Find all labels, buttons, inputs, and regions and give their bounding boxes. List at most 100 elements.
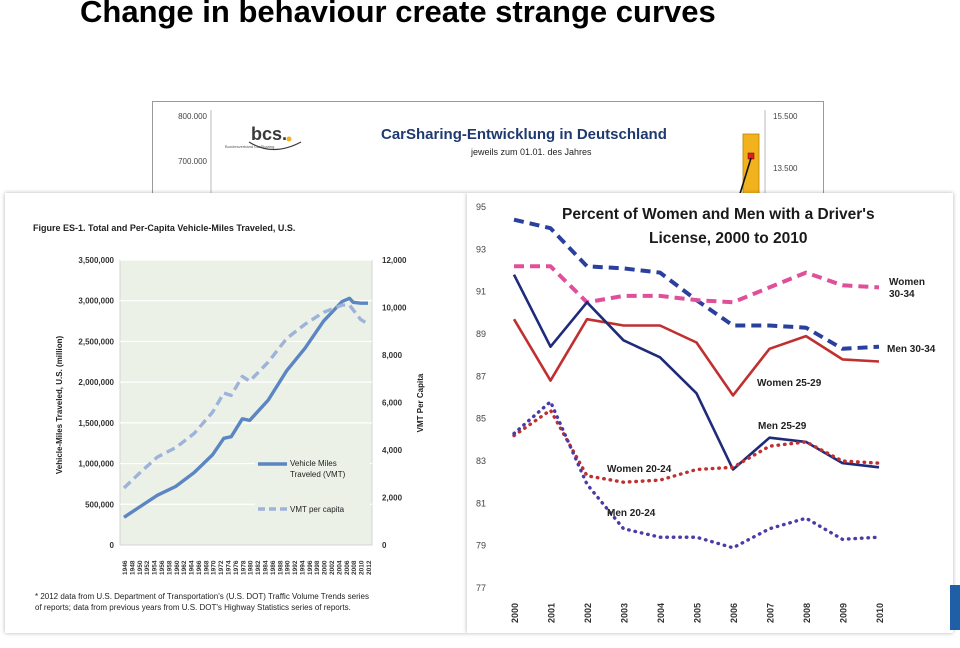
license-y-tick-label: 93 — [476, 244, 486, 254]
license-x-tick-label: 2010 — [875, 603, 885, 623]
license-y-tick-label: 79 — [476, 541, 486, 551]
vmt-x-tick-label: 2008 — [351, 560, 358, 575]
carsharing-subtitle: jeweils zum 01.01. des Jahres — [470, 147, 592, 157]
license-y-tick-label: 85 — [476, 414, 486, 424]
license-y-tick-label: 81 — [476, 498, 486, 508]
vmt-x-tick-label: 1998 — [314, 560, 321, 575]
license-series-lines — [512, 217, 881, 550]
license-x-tick-label: 2006 — [729, 603, 739, 623]
bcs-logo-dot — [286, 136, 292, 142]
label-women-30-34-line2: 30-34 — [889, 289, 915, 300]
vmt-right-tick-label: 0 — [382, 541, 387, 550]
license-chart-title-line2: License, 2000 to 2010 — [649, 230, 808, 247]
vmt-right-tick-label: 4,000 — [382, 446, 403, 455]
license-x-tick-label: 2001 — [547, 603, 557, 623]
vmt-y-tick-label: 2,500,000 — [78, 337, 114, 346]
license-x-tick-label: 2009 — [839, 603, 849, 623]
label-men-25-29: Men 25-29 — [758, 421, 807, 432]
slide-title: Change in behaviour create strange curve… — [80, 0, 716, 29]
label-men-30-34: Men 30-34 — [887, 344, 936, 355]
vmt-x-tick-label: 1954 — [152, 560, 159, 575]
series-line-women-30-34 — [514, 264, 880, 305]
vmt-footnote-line1: * 2012 data from U.S. Department of Tran… — [35, 592, 369, 601]
vmt-x-tick-label: 2006 — [344, 560, 351, 575]
carsharing-chart-svg: 800.000 700.000 15.500 13.500 bcs. Bunde… — [178, 110, 798, 202]
vmt-x-tick-label: 1988 — [277, 560, 284, 575]
vmt-x-ticks: 1946 1948 1950 1952 1954 1956 1958 1960 1962 1964… — [122, 560, 373, 575]
license-x-tick-label: 2008 — [802, 603, 812, 623]
vmt-grid — [120, 259, 372, 505]
vmt-y-axis-label: Vehicle-Miles Traveled, U.S. (million) — [55, 336, 64, 475]
license-x-tick-label: 2004 — [656, 603, 666, 623]
bcs-logo-text: bcs. — [251, 124, 287, 144]
vmt-y-tick-label: 3,000,000 — [78, 297, 114, 306]
vmt-right-axis-label: VMT Per Capita — [416, 373, 425, 432]
license-y-tick-label: 87 — [476, 371, 486, 381]
license-y-tick-label: 83 — [476, 456, 486, 466]
vmt-x-tick-label: 1990 — [285, 560, 292, 575]
carsharing-title: CarSharing-Entwicklung in Deutschland — [381, 126, 667, 143]
vmt-x-tick-label: 2000 — [322, 560, 329, 575]
vmt-x-tick-label: 1986 — [270, 560, 277, 575]
vmt-x-tick-label: 1948 — [129, 560, 136, 575]
label-women-30-34-line1: Women — [889, 277, 925, 288]
series-line-women-25-29 — [512, 317, 880, 397]
vmt-y-tick-label: 1,000,000 — [78, 460, 114, 469]
vmt-right-tick-label: 12,000 — [382, 256, 407, 265]
license-x-tick-label: 2002 — [583, 603, 593, 623]
vmt-x-tick-label: 1992 — [292, 560, 299, 575]
vmt-chart-panel: Figure ES-1. Total and Per-Capita Vehicl… — [5, 193, 467, 633]
carsharing-y-tick: 700.000 — [178, 157, 207, 166]
license-y-tick-label: 91 — [476, 287, 486, 297]
vmt-x-tick-label: 1968 — [203, 560, 210, 575]
vmt-y-tick-label: 500,000 — [85, 500, 114, 509]
vmt-x-tick-label: 1994 — [299, 560, 306, 575]
vmt-x-tick-label: 2012 — [366, 560, 373, 575]
license-chart-panel: Percent of Women and Men with a Driver's… — [467, 193, 953, 633]
vmt-x-tick-label: 1972 — [218, 560, 225, 575]
license-chart-svg: Percent of Women and Men with a Driver's… — [476, 202, 936, 623]
carsharing-chart-panel: 800.000 700.000 15.500 13.500 bcs. Bunde… — [152, 101, 824, 203]
bcs-logo-swoosh — [248, 141, 302, 151]
vmt-right-tick-label: 10,000 — [382, 304, 407, 313]
license-y-tick-label: 77 — [476, 583, 486, 593]
vmt-legend-label-line1: Vehicle Miles — [290, 459, 337, 468]
vmt-right-tick-label: 6,000 — [382, 399, 403, 408]
license-x-tick-label: 2000 — [510, 603, 520, 623]
vmt-x-tick-label: 1974 — [226, 560, 233, 575]
vmt-y-ticks-right: 12,000 10,000 8,000 6,000 4,000 2,000 0 — [382, 256, 407, 550]
vmt-x-tick-label: 1980 — [248, 560, 255, 575]
vmt-x-tick-label: 1996 — [307, 560, 314, 575]
carsharing-y-tick: 800.000 — [178, 112, 207, 121]
vmt-x-tick-label: 1976 — [233, 560, 240, 575]
carsharing-bar — [742, 133, 760, 202]
bcs-logo: bcs. Bundesverband CarSharing — [225, 124, 302, 151]
vmt-x-tick-label: 2010 — [359, 560, 366, 575]
vmt-footnote-line2: of reports; data from previous years fro… — [35, 603, 351, 612]
vmt-right-tick-label: 2,000 — [382, 494, 403, 503]
vmt-series-line — [123, 296, 368, 519]
vmt-x-tick-label: 1950 — [137, 560, 144, 575]
series-line-men-25-29 — [512, 274, 880, 471]
vmt-chart-title: Figure ES-1. Total and Per-Capita Vehicl… — [33, 223, 295, 233]
label-men-20-24: Men 20-24 — [607, 508, 656, 519]
license-x-tick-label: 2005 — [693, 603, 703, 623]
vmt-x-tick-label: 1982 — [255, 560, 262, 575]
vmt-x-tick-label: 1960 — [174, 560, 181, 575]
license-y-ticks: 95 93 91 89 87 85 83 81 79 77 — [476, 202, 486, 593]
license-x-tick-label: 2007 — [766, 603, 776, 623]
vmt-x-tick-label: 1970 — [211, 560, 218, 575]
label-women-25-29: Women 25-29 — [757, 378, 822, 389]
vmt-x-tick-label: 1964 — [189, 560, 196, 575]
series-line-men-20-24 — [512, 400, 881, 550]
vmt-right-tick-label: 8,000 — [382, 351, 403, 360]
license-chart-title-line1: Percent of Women and Men with a Driver's — [562, 206, 875, 223]
per-capita-legend-label: VMT per capita — [290, 505, 345, 514]
vmt-y-tick-label: 2,000,000 — [78, 378, 114, 387]
vmt-x-tick-label: 1946 — [122, 560, 129, 575]
vmt-x-tick-label: 1958 — [166, 560, 173, 575]
vmt-x-tick-label: 1978 — [240, 560, 247, 575]
vmt-x-tick-label: 1956 — [159, 560, 166, 575]
vmt-x-tick-label: 1962 — [181, 560, 188, 575]
carsharing-y-tick-right: 13.500 — [773, 164, 798, 173]
